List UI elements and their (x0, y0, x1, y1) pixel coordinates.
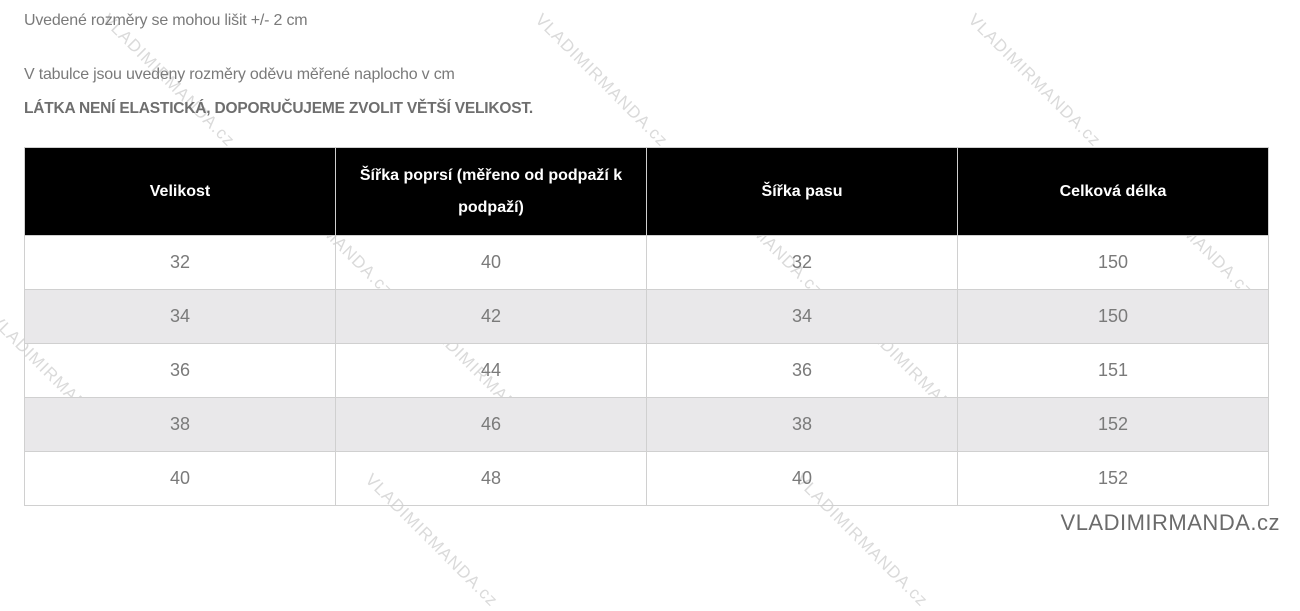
cell-waist-width: 40 (646, 451, 958, 506)
cell-bust-width: 44 (335, 343, 647, 398)
cell-waist-width: 32 (646, 235, 958, 290)
cell-total-length: 152 (957, 397, 1269, 452)
cell-bust-width: 46 (335, 397, 647, 452)
cell-bust-width: 48 (335, 451, 647, 506)
cell-total-length: 150 (957, 235, 1269, 290)
cell-waist-width: 34 (646, 289, 958, 344)
cell-size: 40 (24, 451, 336, 506)
header-bust-width: Šířka poprsí (měřeno od podpaží k podpaž… (335, 147, 647, 236)
header-size: Velikost (24, 147, 336, 236)
measurement-note: V tabulce jsou uvedeny rozměry oděvu měř… (24, 66, 455, 83)
watermark: VLADIMIRMANDA.cz (531, 10, 672, 151)
header-total-length: Celková délka (957, 147, 1269, 236)
cell-size: 32 (24, 235, 336, 290)
logo: VLADIMIRMANDA.cz (1060, 510, 1280, 535)
cell-total-length: 151 (957, 343, 1269, 398)
cell-waist-width: 36 (646, 343, 958, 398)
cell-bust-width: 42 (335, 289, 647, 344)
cell-size: 36 (24, 343, 336, 398)
cell-size: 34 (24, 289, 336, 344)
watermark: VLADIMIRMANDA.cz (964, 10, 1105, 151)
cell-waist-width: 38 (646, 397, 958, 452)
cell-total-length: 152 (957, 451, 1269, 506)
elasticity-warning: LÁTKA NENÍ ELASTICKÁ, DOPORUČUJEME ZVOLI… (24, 100, 534, 117)
cell-size: 38 (24, 397, 336, 452)
cell-total-length: 150 (957, 289, 1269, 344)
table-row: 34 42 34 150 (24, 289, 1269, 344)
tolerance-note: Uvedené rozměry se mohou lišit +/- 2 cm (24, 12, 308, 29)
table-row: 40 48 40 152 (24, 451, 1269, 506)
table-row: 38 46 38 152 (24, 397, 1269, 452)
table-row: 36 44 36 151 (24, 343, 1269, 398)
header-waist-width: Šířka pasu (646, 147, 958, 236)
cell-bust-width: 40 (335, 235, 647, 290)
table-header-row: Velikost Šířka poprsí (měřeno od podpaží… (24, 147, 1269, 236)
table-row: 32 40 32 150 (24, 235, 1269, 290)
size-table: Velikost Šířka poprsí (měřeno od podpaží… (24, 147, 1269, 506)
